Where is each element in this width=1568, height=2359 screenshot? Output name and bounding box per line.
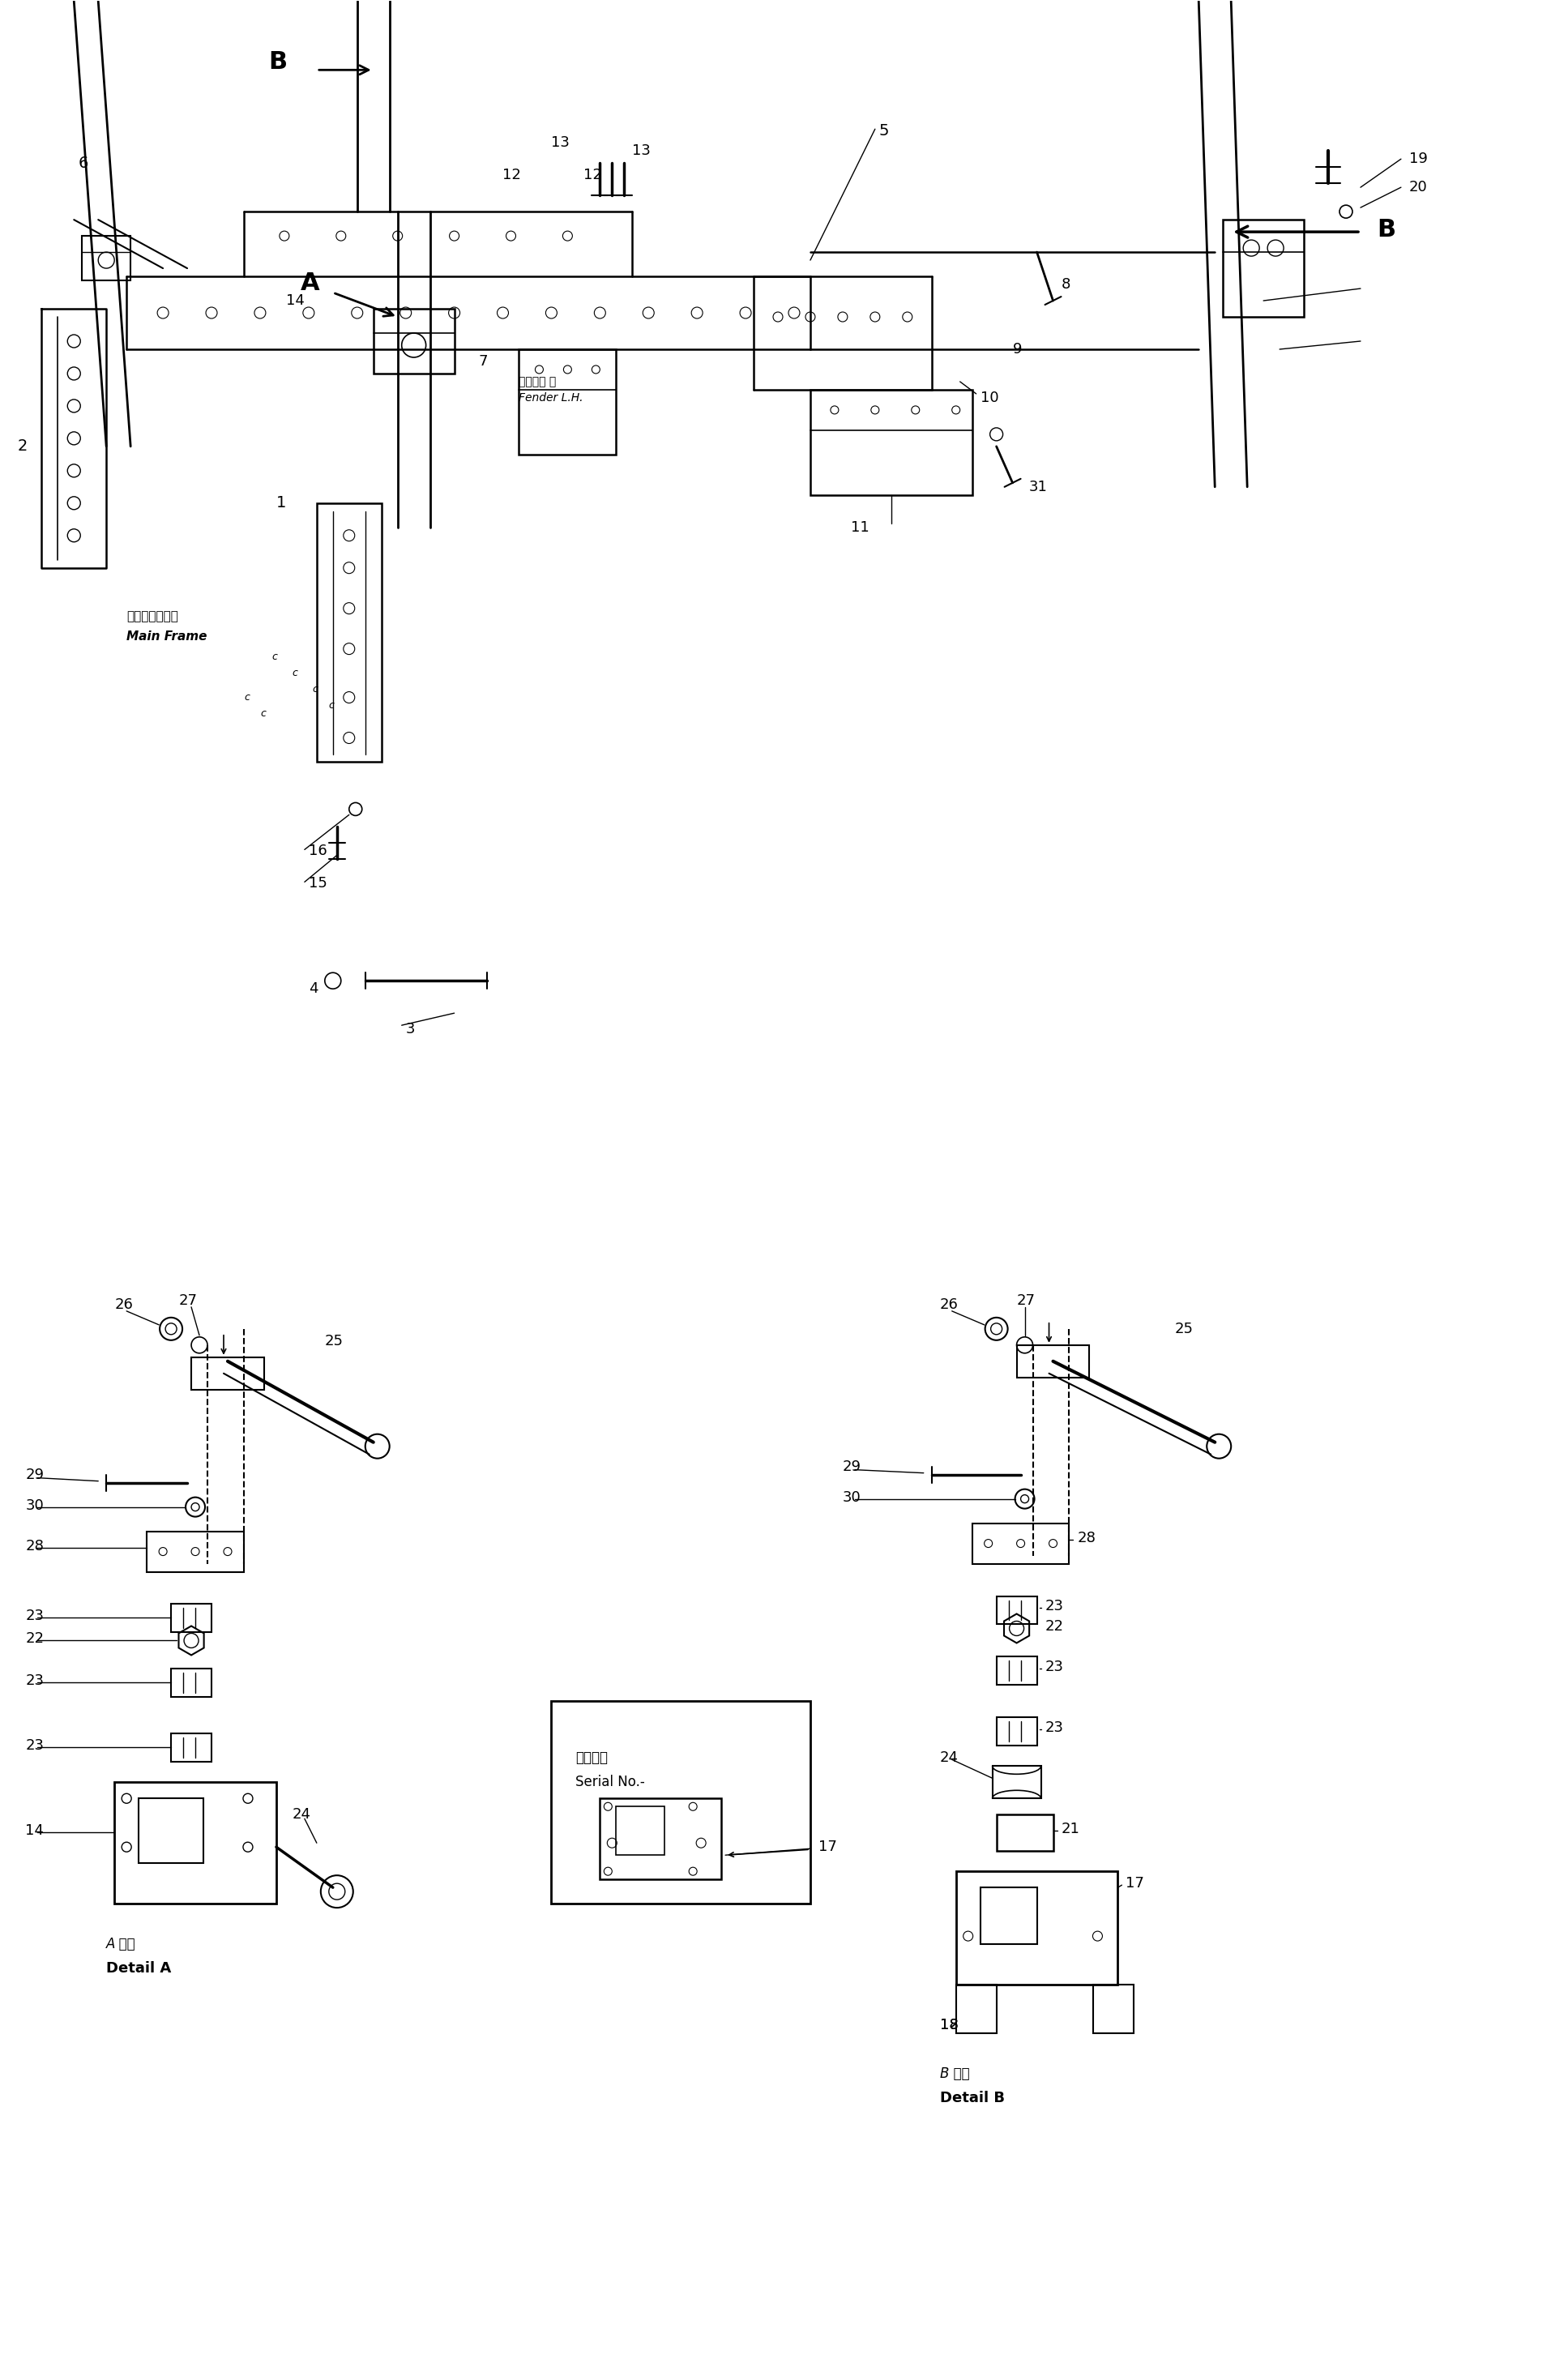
- Text: c: c: [292, 668, 298, 679]
- Text: Main Frame: Main Frame: [127, 630, 207, 642]
- Text: 23: 23: [1044, 1720, 1063, 1736]
- Bar: [171, 1604, 212, 1632]
- Bar: [996, 1656, 1036, 1684]
- Text: B 詳細: B 詳細: [939, 2066, 969, 2081]
- Text: Detail A: Detail A: [107, 1960, 171, 1977]
- Bar: [811, 389, 972, 495]
- Text: 25: 25: [1174, 1321, 1193, 1335]
- Bar: [972, 1524, 1069, 1564]
- Text: B: B: [268, 50, 287, 73]
- Bar: [552, 1701, 811, 1904]
- Text: c: c: [273, 651, 278, 663]
- Text: 8: 8: [1062, 278, 1071, 293]
- Text: 13: 13: [632, 144, 651, 158]
- Text: 12: 12: [503, 167, 521, 182]
- Text: 28: 28: [1077, 1531, 1096, 1545]
- Text: 14: 14: [25, 1824, 44, 1838]
- Text: 30: 30: [842, 1491, 861, 1505]
- Text: メインフレーム: メインフレーム: [127, 611, 179, 623]
- Text: 24: 24: [292, 1807, 310, 1821]
- Bar: [138, 1798, 204, 1864]
- Text: 27: 27: [1016, 1293, 1035, 1307]
- Text: 16: 16: [309, 845, 328, 859]
- Text: 23: 23: [25, 1739, 44, 1753]
- Bar: [616, 1807, 665, 1854]
- Text: c: c: [260, 708, 265, 719]
- Bar: [147, 1531, 245, 1571]
- Bar: [171, 1668, 212, 1696]
- Text: 9: 9: [1013, 342, 1022, 356]
- Text: 20: 20: [1410, 179, 1427, 196]
- Text: 2: 2: [17, 439, 27, 453]
- Text: 27: 27: [179, 1293, 198, 1307]
- Text: 24: 24: [939, 1750, 958, 1765]
- Text: 4: 4: [309, 981, 318, 995]
- Text: 31: 31: [1029, 479, 1047, 493]
- Text: 29: 29: [842, 1460, 861, 1474]
- Bar: [956, 1871, 1118, 1984]
- Text: フェンダ 左: フェンダ 左: [519, 375, 557, 387]
- Text: 26: 26: [114, 1297, 133, 1312]
- Text: 17: 17: [1126, 1875, 1145, 1892]
- Text: 23: 23: [1044, 1661, 1063, 1675]
- Text: 13: 13: [552, 134, 569, 151]
- Text: 21: 21: [1062, 1821, 1080, 1838]
- Bar: [601, 1798, 721, 1880]
- Bar: [1093, 1984, 1134, 2033]
- Text: c: c: [245, 691, 249, 703]
- Bar: [519, 349, 616, 455]
- Text: 5: 5: [880, 123, 889, 139]
- Text: A: A: [301, 271, 320, 295]
- Text: 15: 15: [309, 875, 328, 892]
- Text: Detail B: Detail B: [939, 2090, 1005, 2104]
- Text: Fender L.H.: Fender L.H.: [519, 392, 583, 403]
- Text: 19: 19: [1410, 151, 1427, 165]
- Text: B: B: [1377, 217, 1396, 241]
- Text: 23: 23: [25, 1675, 44, 1689]
- Bar: [1223, 219, 1305, 316]
- Bar: [82, 236, 130, 281]
- Text: 25: 25: [325, 1333, 343, 1349]
- Bar: [317, 502, 381, 762]
- Text: c: c: [329, 701, 334, 710]
- Text: Serial No.-: Serial No.-: [575, 1774, 644, 1790]
- Bar: [114, 1783, 276, 1904]
- Bar: [1016, 1345, 1090, 1378]
- Bar: [956, 1984, 996, 2033]
- Bar: [996, 1814, 1054, 1852]
- Text: 30: 30: [25, 1498, 44, 1512]
- Text: 28: 28: [25, 1538, 44, 1552]
- Text: 適用号機: 適用号機: [575, 1750, 608, 1765]
- Text: 26: 26: [939, 1297, 958, 1312]
- Bar: [996, 1717, 1036, 1746]
- Text: 29: 29: [25, 1467, 44, 1481]
- Text: 14: 14: [285, 293, 304, 309]
- Text: 23: 23: [1044, 1599, 1063, 1614]
- Text: 22: 22: [25, 1632, 44, 1647]
- Text: 7: 7: [478, 354, 488, 368]
- Text: 1: 1: [276, 495, 287, 512]
- Bar: [171, 1734, 212, 1762]
- Text: 6: 6: [78, 156, 88, 170]
- Bar: [373, 309, 455, 373]
- Text: 18: 18: [939, 2017, 958, 2033]
- Text: 23: 23: [25, 1609, 44, 1623]
- Text: 12: 12: [583, 167, 602, 182]
- Text: 3: 3: [406, 1021, 416, 1036]
- Text: 22: 22: [1044, 1621, 1063, 1635]
- Bar: [980, 1887, 1036, 1944]
- Bar: [993, 1767, 1041, 1798]
- Text: 10: 10: [980, 392, 999, 406]
- Bar: [996, 1597, 1036, 1625]
- Text: 17: 17: [818, 1840, 837, 1854]
- Text: 18: 18: [939, 2017, 958, 2033]
- Bar: [191, 1356, 263, 1389]
- Text: A 詳細: A 詳細: [107, 1937, 136, 1951]
- Text: 11: 11: [851, 519, 869, 535]
- Text: c: c: [312, 684, 318, 694]
